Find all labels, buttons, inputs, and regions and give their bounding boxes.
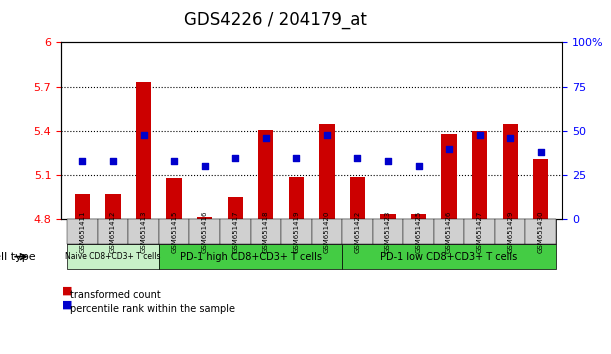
Point bbox=[108, 158, 118, 164]
Bar bbox=[533, 159, 549, 219]
Bar bbox=[380, 213, 396, 219]
Bar bbox=[166, 178, 182, 219]
Text: GSM651411: GSM651411 bbox=[79, 211, 86, 253]
Point bbox=[291, 155, 301, 160]
Text: GSM651418: GSM651418 bbox=[263, 211, 269, 253]
Text: GSM651426: GSM651426 bbox=[446, 211, 452, 253]
Point bbox=[444, 146, 454, 152]
Point bbox=[414, 164, 423, 169]
Text: cell type: cell type bbox=[0, 252, 35, 262]
Text: GSM651416: GSM651416 bbox=[202, 211, 208, 253]
Text: GSM651422: GSM651422 bbox=[354, 211, 360, 253]
Point bbox=[139, 132, 148, 137]
Bar bbox=[136, 82, 152, 219]
Point bbox=[475, 132, 485, 137]
Bar bbox=[472, 131, 488, 219]
Bar bbox=[228, 197, 243, 219]
Bar bbox=[258, 130, 273, 219]
Point bbox=[169, 158, 179, 164]
Bar bbox=[289, 177, 304, 219]
Text: percentile rank within the sample: percentile rank within the sample bbox=[70, 304, 235, 314]
Bar bbox=[75, 194, 90, 219]
Point bbox=[353, 155, 362, 160]
Point bbox=[261, 135, 271, 141]
Point bbox=[230, 155, 240, 160]
Text: GSM651429: GSM651429 bbox=[507, 211, 513, 253]
Text: GDS4226 / 204179_at: GDS4226 / 204179_at bbox=[183, 11, 367, 29]
Text: GSM651412: GSM651412 bbox=[110, 211, 116, 253]
Text: GSM651420: GSM651420 bbox=[324, 211, 330, 253]
Text: GSM651423: GSM651423 bbox=[385, 211, 391, 253]
Text: ■: ■ bbox=[62, 286, 73, 296]
Point bbox=[200, 164, 210, 169]
Bar bbox=[502, 124, 518, 219]
Text: Naive CD8+CD3+ T cells: Naive CD8+CD3+ T cells bbox=[65, 252, 161, 261]
Bar bbox=[349, 177, 365, 219]
Text: GSM651430: GSM651430 bbox=[538, 211, 544, 253]
Text: GSM651425: GSM651425 bbox=[415, 211, 422, 253]
Text: GSM651413: GSM651413 bbox=[141, 211, 147, 253]
Text: GSM651417: GSM651417 bbox=[232, 211, 238, 253]
Bar bbox=[442, 134, 457, 219]
Bar bbox=[106, 194, 121, 219]
Text: transformed count: transformed count bbox=[70, 290, 161, 299]
Bar bbox=[197, 217, 213, 219]
Text: PD-1 low CD8+CD3+ T cells: PD-1 low CD8+CD3+ T cells bbox=[381, 252, 518, 262]
Text: ■: ■ bbox=[62, 300, 73, 310]
Point bbox=[536, 149, 546, 155]
Bar bbox=[320, 124, 335, 219]
Text: PD-1 high CD8+CD3+ T cells: PD-1 high CD8+CD3+ T cells bbox=[180, 252, 321, 262]
Text: GSM651419: GSM651419 bbox=[293, 211, 299, 253]
Point bbox=[505, 135, 515, 141]
Point bbox=[78, 158, 87, 164]
Text: GSM651415: GSM651415 bbox=[171, 211, 177, 253]
Text: GSM651427: GSM651427 bbox=[477, 211, 483, 253]
Point bbox=[383, 158, 393, 164]
Point bbox=[322, 132, 332, 137]
Bar bbox=[411, 213, 426, 219]
